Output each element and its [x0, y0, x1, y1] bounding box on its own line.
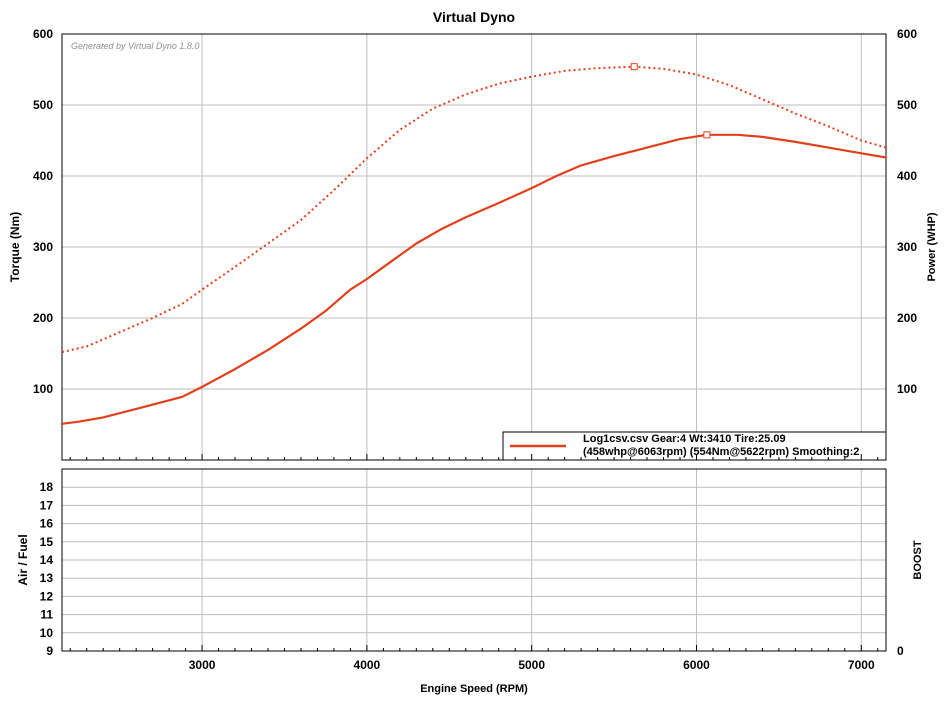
lower-right-ticks: 0 [897, 644, 904, 658]
legend-box: Log1csv.csv Gear:4 Wt:3410 Tire:25.09 (4… [502, 431, 887, 461]
power-series-line [60, 133, 888, 425]
torque-tick-400: 400 [33, 169, 53, 183]
torque-tick-500: 500 [33, 98, 53, 112]
power-tick-600: 600 [897, 27, 917, 41]
upper-plot-frame [61, 33, 887, 461]
torque-tick-300: 300 [33, 240, 53, 254]
boost-tick-0: 0 [897, 644, 904, 658]
peak-torque-marker [630, 63, 638, 71]
boost-axis-title: BOOST [912, 540, 924, 579]
lower-plot-frame [61, 468, 887, 652]
airfuel-tick-16: 16 [40, 517, 54, 531]
airfuel-tick-12: 12 [40, 589, 54, 603]
torque-tick-600: 600 [33, 27, 53, 41]
torque-tick-200: 200 [33, 311, 53, 325]
power-tick-300: 300 [897, 240, 917, 254]
x-tick-label-4000: 4000 [354, 658, 381, 672]
airfuel-tick-9: 9 [46, 644, 53, 658]
torque-series-line [61, 65, 887, 354]
peak-markers [630, 63, 711, 139]
power-tick-500: 500 [897, 98, 917, 112]
torque-tick-100: 100 [33, 382, 53, 396]
x-axis-title: Engine Speed (RPM) [420, 683, 528, 695]
upper-right-ticks: 100 200 300 400 500 600 [897, 27, 917, 396]
lower-grid [62, 469, 886, 651]
airfuel-tick-17: 17 [40, 498, 54, 512]
upper-plot: Generated by Virtual Dyno 1.8.0 100 200 30… [8, 27, 938, 461]
torque-axis-title: Torque (Nm) [8, 212, 22, 282]
legend-frame [502, 431, 887, 461]
airfuel-tick-11: 11 [40, 608, 53, 622]
legend-line2: (458whp@6063rpm) (554Nm@5622rpm) Smoothi… [583, 446, 859, 458]
upper-left-ticks: 100 200 300 400 500 600 [33, 27, 53, 396]
power-axis-title: Power (WHP) [926, 212, 938, 281]
airfuel-tick-14: 14 [40, 553, 54, 567]
power-tick-200: 200 [897, 311, 917, 325]
airfuel-axis-title: Air / Fuel [16, 534, 30, 585]
airfuel-tick-13: 13 [40, 571, 54, 585]
power-tick-100: 100 [897, 382, 917, 396]
airfuel-tick-18: 18 [40, 480, 54, 494]
power-tick-400: 400 [897, 169, 917, 183]
peak-power-marker [703, 131, 711, 139]
airfuel-tick-10: 10 [40, 626, 54, 640]
x-tick-label-5000: 5000 [518, 658, 545, 672]
legend-line1: Log1csv.csv Gear:4 Wt:3410 Tire:25.09 [583, 433, 786, 445]
x-tick-label-7000: 7000 [848, 658, 875, 672]
airfuel-tick-15: 15 [40, 535, 54, 549]
watermark-text: Generated by Virtual Dyno 1.8.0 [71, 41, 199, 51]
x-axis-ticks: 3000 4000 5000 6000 7000 [69, 454, 879, 672]
lower-plot: 9 10 11 12 13 14 15 16 17 18 0 3000 4000 5000 6000 70… [16, 454, 924, 695]
x-tick-label-3000: 3000 [189, 658, 216, 672]
x-tick-label-6000: 6000 [683, 658, 710, 672]
lower-left-ticks: 9 10 11 12 13 14 15 16 17 18 [40, 480, 54, 658]
upper-series [60, 65, 888, 425]
chart-title: Virtual Dyno [433, 9, 515, 25]
